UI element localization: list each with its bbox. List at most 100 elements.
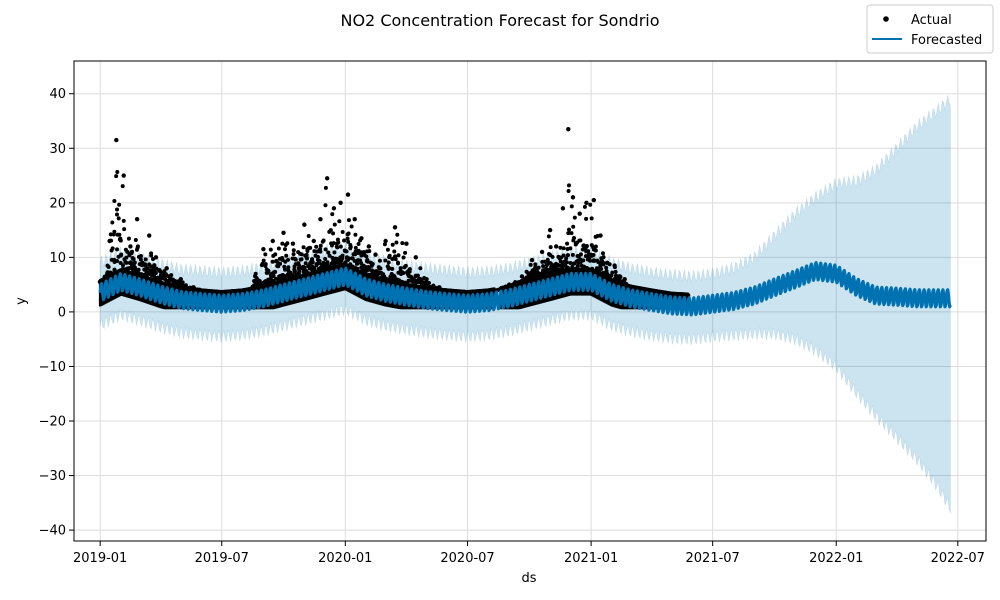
actual-point — [323, 203, 328, 208]
actual-point — [396, 253, 401, 258]
actual-point — [565, 241, 570, 246]
actual-point — [618, 274, 623, 279]
actual-point — [577, 238, 582, 243]
actual-point — [318, 216, 323, 222]
actual-point — [315, 254, 320, 259]
actual-point — [424, 276, 429, 282]
actual-point — [400, 241, 405, 246]
actual-point — [582, 204, 587, 209]
actual-point — [346, 218, 351, 223]
actual-point — [293, 257, 298, 262]
actual-point — [121, 218, 126, 223]
actual-point — [321, 260, 326, 265]
actual-point — [566, 183, 571, 188]
actual-point — [353, 245, 358, 250]
actual-point — [348, 244, 353, 249]
actual-point — [566, 126, 571, 132]
actual-point — [598, 233, 603, 238]
actual-point — [324, 176, 330, 181]
actual-point — [107, 238, 112, 244]
actual-point — [110, 220, 115, 225]
actual-point — [285, 241, 290, 246]
actual-point — [331, 206, 337, 211]
actual-point — [584, 216, 589, 221]
actual-point — [117, 202, 122, 207]
actual-point — [108, 232, 113, 237]
actual-point — [124, 260, 129, 265]
actual-point — [350, 256, 355, 261]
actual-point — [394, 240, 399, 245]
actual-point — [120, 184, 125, 189]
actual-point — [282, 247, 287, 252]
actual-point — [404, 241, 409, 246]
actual-point — [506, 282, 512, 287]
actual-point — [308, 245, 313, 250]
actual-point — [153, 271, 158, 276]
actual-point — [330, 212, 335, 217]
actual-point — [601, 261, 606, 266]
y-tick-label: 0 — [58, 305, 66, 320]
actual-point — [575, 263, 580, 268]
actual-point — [340, 253, 345, 258]
actual-point — [565, 253, 570, 258]
actual-point — [396, 261, 401, 266]
actual-point — [609, 273, 614, 278]
actual-point — [437, 285, 442, 290]
actual-point — [373, 252, 378, 257]
x-axis-label: ds — [521, 571, 536, 586]
actual-point — [310, 260, 315, 265]
actual-point — [367, 249, 372, 254]
actual-point — [321, 238, 326, 243]
actual-point — [323, 185, 328, 190]
actual-point — [588, 258, 593, 263]
chart-title: NO2 Concentration Forecast for Sondrio — [340, 11, 659, 30]
actual-point — [119, 252, 124, 257]
actual-point — [296, 271, 301, 276]
actual-point — [285, 257, 290, 262]
actual-point — [344, 249, 349, 254]
actual-point — [370, 261, 375, 266]
actual-point — [149, 253, 154, 258]
actual-point — [298, 257, 303, 262]
actual-point — [291, 248, 296, 253]
actual-point — [106, 265, 111, 270]
actual-point — [345, 192, 351, 197]
actual-point — [401, 271, 406, 276]
actual-point — [377, 258, 382, 263]
actual-point — [553, 244, 559, 249]
actual-point — [352, 216, 357, 222]
actual-point — [323, 256, 328, 261]
actual-point — [261, 246, 266, 252]
actual-point — [131, 256, 136, 261]
y-tick-label: 30 — [49, 142, 66, 157]
actual-point — [115, 170, 120, 175]
actual-point — [386, 260, 391, 265]
x-tick-label: 2021-07 — [686, 551, 740, 566]
actual-point — [136, 267, 141, 272]
actual-point — [263, 252, 268, 257]
actual-point — [604, 265, 609, 270]
actual-point — [570, 264, 575, 269]
actual-point — [595, 258, 600, 263]
actual-point — [191, 285, 196, 290]
y-axis-label: y — [14, 297, 29, 305]
actual-point — [281, 230, 286, 236]
actual-point — [401, 255, 406, 260]
actual-point — [304, 255, 309, 260]
actual-point — [407, 269, 412, 274]
actual-point — [383, 238, 388, 244]
actual-point — [145, 266, 150, 271]
actual-point — [306, 234, 311, 239]
actual-point — [304, 252, 309, 257]
actual-point — [318, 247, 323, 252]
actual-point — [568, 246, 573, 251]
forecast-line — [98, 261, 952, 317]
actual-point — [622, 276, 627, 282]
actual-point — [292, 269, 297, 274]
actual-point — [567, 227, 572, 232]
actual-point — [163, 272, 168, 277]
actual-point — [335, 245, 340, 250]
actual-point — [263, 263, 268, 268]
actual-point — [570, 195, 576, 200]
